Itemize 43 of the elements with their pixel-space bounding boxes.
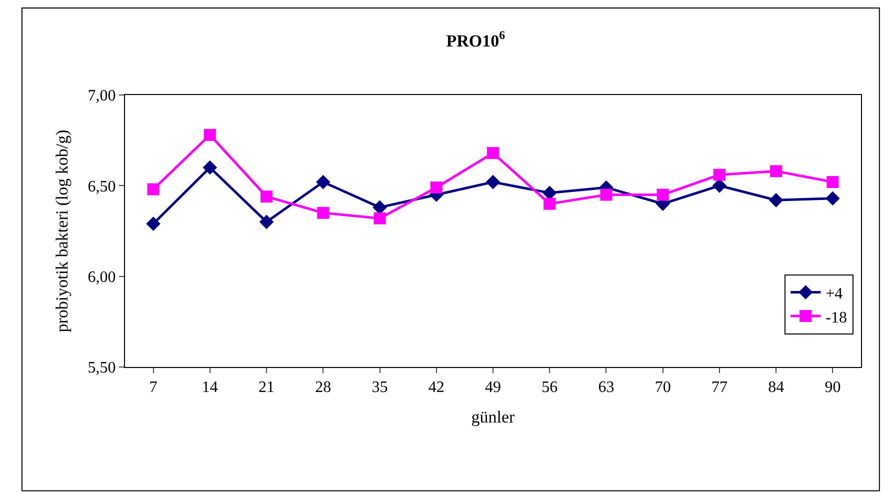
x-tick-label: 7 bbox=[149, 379, 158, 396]
point bbox=[656, 188, 669, 201]
point bbox=[486, 174, 500, 190]
legend-label: +4 bbox=[826, 286, 843, 302]
x-tick-label: 56 bbox=[542, 379, 558, 396]
x-tick-label: 35 bbox=[372, 379, 388, 396]
point bbox=[768, 193, 784, 208]
x-tick-label: 77 bbox=[711, 379, 728, 396]
point bbox=[317, 206, 330, 219]
y-tick-label: 7,00 bbox=[88, 88, 116, 105]
point bbox=[544, 198, 556, 210]
chart-title: PRO10$^{6}$ bbox=[446, 28, 506, 50]
point bbox=[259, 214, 274, 230]
x-tick-label: 28 bbox=[315, 379, 332, 396]
point bbox=[430, 181, 442, 194]
point bbox=[260, 190, 273, 203]
point bbox=[374, 212, 386, 224]
y-tick-label: 6,50 bbox=[88, 178, 116, 196]
point bbox=[712, 178, 727, 193]
x-tick-label: 90 bbox=[824, 379, 841, 396]
x-tick-label: 70 bbox=[654, 379, 671, 396]
point bbox=[316, 174, 330, 190]
point bbox=[146, 216, 160, 231]
x-tick-label: 84 bbox=[768, 379, 784, 396]
y-axis-title: probiyotik bakteri (log kob/g) bbox=[52, 130, 72, 332]
point bbox=[770, 165, 782, 178]
point bbox=[202, 160, 218, 175]
point bbox=[600, 188, 612, 201]
y-tick-label: 6,00 bbox=[88, 268, 116, 286]
x-tick-label: 14 bbox=[202, 379, 218, 396]
x-tick-label: 21 bbox=[258, 379, 275, 396]
x-tick-label: 42 bbox=[428, 379, 444, 396]
x-tick-label: 49 bbox=[485, 379, 501, 396]
x-tick-label: 63 bbox=[598, 379, 614, 396]
point bbox=[826, 191, 840, 206]
legend-label: -18 bbox=[826, 309, 847, 326]
point bbox=[147, 183, 160, 196]
point bbox=[826, 176, 839, 188]
x-axis-title: günler bbox=[471, 408, 516, 427]
point bbox=[487, 147, 499, 160]
point bbox=[204, 128, 216, 141]
y-tick-label: 5,50 bbox=[88, 360, 116, 377]
point bbox=[713, 168, 726, 181]
